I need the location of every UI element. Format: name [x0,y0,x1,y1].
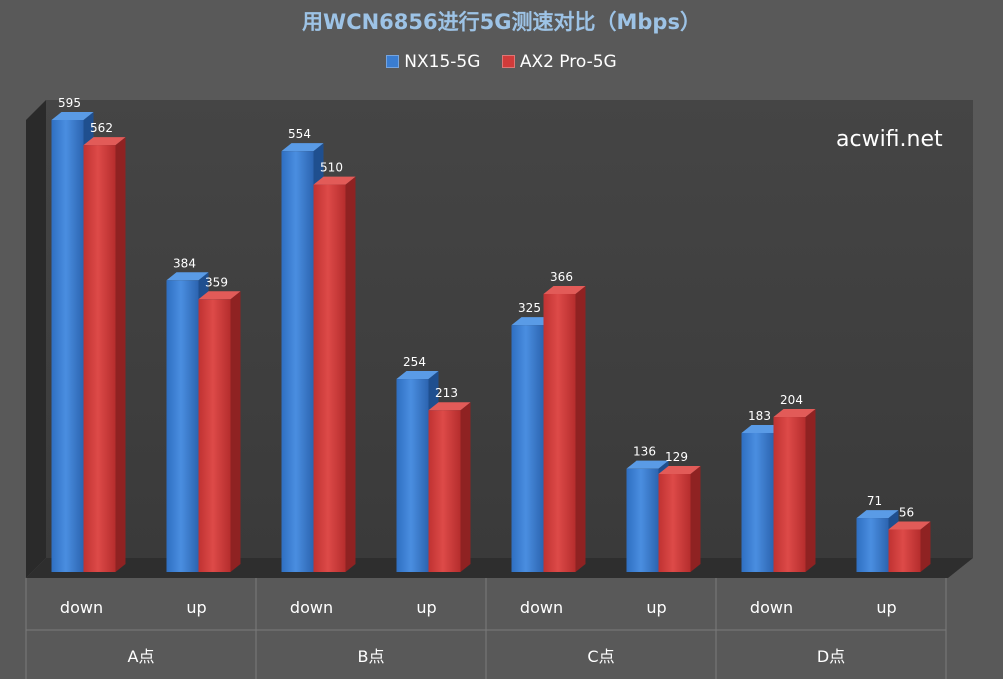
bar-top [396,371,439,380]
value-label-nx15-7: 71 [867,494,882,508]
tick-label-6: down [750,598,793,617]
bar-ax2-4 [543,285,586,572]
group-label-2: C点 [587,647,614,666]
bar-side [690,466,701,572]
bar-ax2-2 [313,176,356,573]
chart-back-wall [46,100,973,558]
bar-top [83,137,126,146]
tick-label-1: up [186,598,206,617]
bar-top [773,409,816,418]
bar-front [511,325,544,572]
tick-label-4: down [520,598,563,617]
bar-front [83,145,116,572]
bar-front [51,120,84,572]
bar-side [345,176,356,573]
legend-swatch-ax2 [501,55,515,68]
bar-top [51,112,94,120]
bar-front [658,474,691,572]
bar-front [281,151,314,572]
tick-labels-layer: down up down up down up down up [60,598,897,617]
bar-side [115,137,126,572]
value-label-nx15-3: 254 [403,355,426,369]
bar-top [658,466,701,475]
bar-front [428,410,461,572]
chart-side-wall [26,100,46,578]
bar-ax2-0 [83,137,126,572]
value-label-nx15-2: 554 [288,127,311,141]
bar-ax2-6 [773,409,816,572]
bar-top [626,460,669,469]
chart-floor [26,558,973,578]
group-label-3: D点 [817,647,845,666]
tick-label-3: up [416,598,436,617]
value-label-ax2-5: 129 [665,450,688,464]
bar-ax2-5 [658,466,701,572]
legend-swatch-nx15 [386,55,400,68]
bar-top [281,143,324,152]
value-label-ax2-4: 366 [550,270,573,284]
value-label-ax2-0: 562 [90,121,113,135]
group-label-1: B点 [358,647,385,666]
value-label-ax2-6: 204 [780,393,803,407]
value-label-ax2-7: 56 [899,505,914,519]
bar-front [741,432,774,572]
bar-front [166,280,199,572]
category-axis-lines [25,578,947,679]
group-labels-layer: A点 B点 C点 D点 [128,647,846,666]
bar-top [543,285,586,294]
tick-label-2: down [290,598,333,617]
value-label-nx15-0: 595 [58,96,81,110]
bars-layer: 595 562 384 359 554 510 254 213 325 366 136 129 183 2… [51,96,931,573]
legend-item-ax2: AX2 Pro-5G [501,52,617,72]
value-label-nx15-5: 136 [633,445,656,459]
legend-label-nx15: NX15-5G [404,52,481,72]
legend: NX15-5G AX2 Pro-5G [0,52,1003,72]
watermark: acwifi.net [836,127,943,152]
value-label-ax2-3: 213 [435,386,458,400]
value-label-ax2-1: 359 [205,275,228,289]
value-label-nx15-6: 183 [748,409,771,423]
bar-front [198,299,231,572]
chart-title: 用WCN6856进行5G测速对比（Mbps） [302,10,701,34]
bar-front [856,518,889,572]
tick-label-0: down [60,598,103,617]
bar-top [166,272,209,281]
bar-front [773,417,806,572]
value-label-nx15-1: 384 [173,256,196,270]
bar-top [198,291,241,300]
bar-front [888,529,921,572]
bar-side [575,285,586,572]
bar-ax2-7 [888,521,931,572]
legend-item-nx15: NX15-5G [386,52,480,72]
bar-side [460,402,471,572]
group-label-0: A点 [128,647,155,666]
bar-front [626,468,659,572]
bar-front [396,379,429,572]
tick-label-5: up [646,598,666,617]
bar-front [313,184,346,573]
bar-top [511,317,554,326]
legend-label-ax2: AX2 Pro-5G [519,52,617,72]
bar-front [543,293,576,572]
value-label-ax2-2: 510 [320,161,343,175]
bar-ax2-1 [198,291,241,572]
bar-top [888,521,931,530]
bar-side [230,291,241,572]
value-label-nx15-4: 325 [518,301,541,315]
bar-ax2-3 [428,402,471,572]
bar-top [313,176,356,185]
bar-top [741,424,784,433]
bar-side [920,521,931,572]
bar-top [428,402,471,411]
bar-side [805,409,816,572]
bar-top [856,510,899,519]
tick-label-7: up [876,598,896,617]
